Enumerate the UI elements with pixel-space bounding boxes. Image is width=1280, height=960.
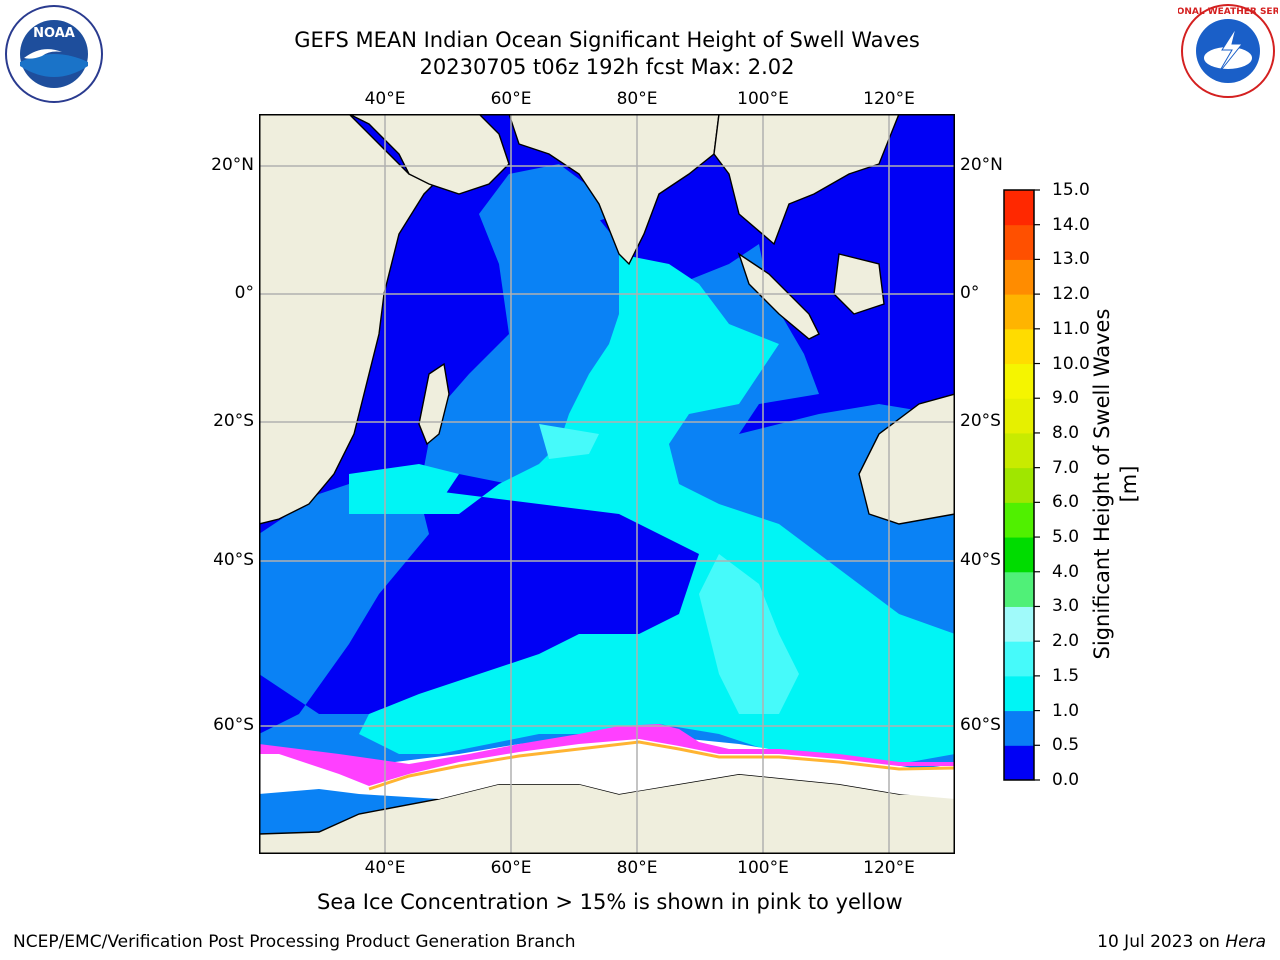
land-borneo bbox=[833, 253, 885, 315]
footer-date: 10 Jul 2023 on Hera bbox=[1097, 932, 1266, 952]
lat-tick-label-left: 60°S bbox=[213, 715, 254, 735]
colorbar-segment bbox=[1004, 537, 1034, 573]
colorbar-label: Significant Height of Swell Waves [m] bbox=[1090, 308, 1141, 660]
colorbar-tick-label: 3.0 bbox=[1052, 596, 1080, 617]
colorbar-segment bbox=[1004, 224, 1034, 260]
sea-ice-edge bbox=[368, 740, 955, 791]
colorbar-segment bbox=[1004, 328, 1034, 365]
colorbar-tick-label: 9.0 bbox=[1052, 388, 1080, 409]
lat-tick-label-right: 20°N bbox=[960, 155, 1003, 175]
footer-date-text: 10 Jul 2023 on bbox=[1097, 932, 1226, 952]
map-frame bbox=[259, 114, 955, 854]
lat-tick-label-right: 0° bbox=[960, 283, 980, 303]
colorbar-tick-label: 15.0 bbox=[1052, 180, 1090, 200]
colorbar-tick-label: 2.0 bbox=[1052, 631, 1080, 652]
lon-tick-label-top: 120°E bbox=[863, 89, 915, 109]
lon-tick-label-bottom: 120°E bbox=[863, 858, 915, 878]
land-madagascar bbox=[418, 362, 450, 446]
land-southeast-asia bbox=[713, 114, 900, 246]
sea-ice-band bbox=[259, 724, 955, 786]
lon-tick-label-top: 60°E bbox=[490, 89, 532, 109]
colorbar-segment bbox=[1004, 745, 1034, 781]
colorbar-tick-label: 8.0 bbox=[1052, 422, 1080, 443]
colorbar-frame bbox=[1003, 189, 1035, 781]
noaa-logo: NOAA bbox=[5, 5, 103, 103]
land-australia bbox=[858, 393, 955, 525]
lat-tick-label-left: 40°S bbox=[213, 550, 254, 570]
footer-host: Hera bbox=[1225, 932, 1266, 952]
lon-tick-label-top: 40°E bbox=[364, 89, 406, 109]
colorbar-tick-label: 1.5 bbox=[1052, 665, 1080, 686]
lon-tick-label-bottom: 80°E bbox=[616, 858, 658, 878]
swell-band-high-west bbox=[349, 464, 459, 514]
nws-logo-text: NATIONAL WEATHER SERVICE bbox=[1178, 7, 1278, 17]
colorbar bbox=[1003, 189, 1040, 781]
colorbar-tick-label: 10.0 bbox=[1052, 353, 1090, 374]
land-arabia bbox=[348, 114, 510, 195]
lat-tick-label-left: 0° bbox=[234, 283, 254, 303]
colorbar-segment bbox=[1004, 675, 1034, 712]
colorbar-segment bbox=[1004, 190, 1034, 226]
colorbar-segment bbox=[1004, 606, 1034, 642]
noaa-logo-text: NOAA bbox=[33, 26, 75, 41]
ice-shelf bbox=[259, 734, 955, 799]
colorbar-tick-label: 0.0 bbox=[1052, 770, 1080, 790]
swell-band-higher bbox=[699, 554, 799, 714]
colorbar-label-wrap: Significant Height of Swell Waves [m] bbox=[1086, 188, 1146, 780]
swell-band-high bbox=[349, 254, 955, 764]
colorbar-tick-label: 4.0 bbox=[1052, 561, 1080, 582]
footer-credit: NCEP/EMC/Verification Post Processing Pr… bbox=[13, 932, 576, 952]
swell-band-higher-2 bbox=[539, 424, 599, 459]
sea-ice-caption: Sea Ice Concentration > 15% is shown in … bbox=[317, 890, 903, 914]
lat-tick-label-right: 20°S bbox=[960, 411, 1001, 431]
colorbar-tick-label: 13.0 bbox=[1052, 249, 1090, 270]
chart-title: GEFS MEAN Indian Ocean Significant Heigh… bbox=[294, 28, 920, 52]
nws-logo: NATIONAL WEATHER SERVICE bbox=[1178, 4, 1278, 98]
colorbar-segment bbox=[1004, 294, 1034, 330]
lon-tick-label-bottom: 40°E bbox=[364, 858, 406, 878]
colorbar-tick-label: 5.0 bbox=[1052, 527, 1080, 548]
colorbar-segment bbox=[1004, 571, 1034, 607]
colorbar-segment bbox=[1004, 363, 1034, 399]
colorbar-tick-label: 11.0 bbox=[1052, 318, 1090, 339]
lat-tick-label-left: 20°S bbox=[213, 411, 254, 431]
lon-tick-label-bottom: 100°E bbox=[737, 858, 789, 878]
colorbar-segment bbox=[1004, 259, 1034, 295]
colorbar-segment bbox=[1004, 467, 1034, 503]
map-panel bbox=[259, 114, 955, 854]
lon-tick-label-top: 100°E bbox=[737, 89, 789, 109]
colorbar-tick-label: 12.0 bbox=[1052, 284, 1090, 305]
colorbar-segment bbox=[1004, 398, 1034, 434]
colorbar-segment bbox=[1004, 710, 1034, 746]
lat-tick-label-right: 40°S bbox=[960, 550, 1001, 570]
colorbar-tick-label: 0.5 bbox=[1052, 735, 1080, 756]
colorbar-tick-label: 1.0 bbox=[1052, 700, 1080, 721]
map-gridlines bbox=[259, 114, 955, 854]
swell-band-mid bbox=[259, 174, 955, 854]
colorbar-tick-label: 6.0 bbox=[1052, 492, 1080, 513]
lon-tick-label-bottom: 60°E bbox=[490, 858, 532, 878]
lat-tick-label-right: 60°S bbox=[960, 715, 1001, 735]
lon-tick-label-top: 80°E bbox=[616, 89, 658, 109]
colorbar-segment bbox=[1004, 432, 1034, 469]
lat-tick-label-left: 20°N bbox=[211, 155, 254, 175]
colorbar-segment bbox=[1004, 502, 1034, 538]
colorbar-tick-label: 7.0 bbox=[1052, 457, 1080, 478]
land-sumatra bbox=[737, 252, 820, 340]
colorbar-segment bbox=[1004, 641, 1034, 677]
swell-band-mid-north bbox=[509, 164, 619, 244]
colorbar-tick-label: 14.0 bbox=[1052, 214, 1090, 235]
chart-subtitle: 20230705 t06z 192h fcst Max: 2.02 bbox=[419, 55, 795, 79]
